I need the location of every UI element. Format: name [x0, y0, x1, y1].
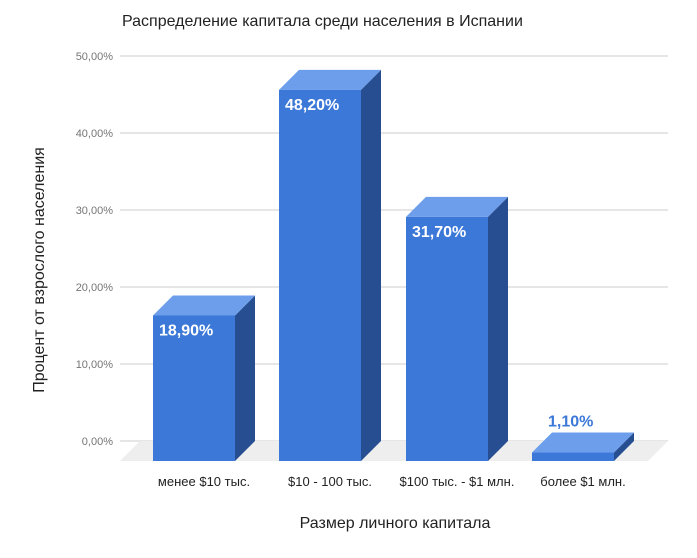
- y-tick-label: 10,00%: [76, 359, 114, 371]
- y-tick-label: 30,00%: [76, 205, 114, 217]
- bar-top: [532, 432, 634, 453]
- bar-side: [488, 196, 508, 461]
- x-axis-label: Размер личного капитала: [300, 515, 491, 532]
- y-tick-label: 40,00%: [76, 128, 114, 140]
- y-tick-label: 0,00%: [82, 436, 113, 448]
- chart-floor: [120, 441, 668, 461]
- bar-top: [279, 69, 381, 90]
- y-tick-label: 20,00%: [76, 282, 114, 294]
- bar-front: [532, 452, 614, 461]
- x-tick-label: $10 - 100 тыс.: [288, 474, 372, 489]
- x-tick-label: $100 тыс. - $1 млн.: [400, 474, 515, 489]
- bars: 18,90% 48,20% 31,70% 1,10%: [153, 69, 634, 462]
- y-tick-label: 50,00%: [76, 51, 114, 63]
- x-tick-label: менее $10 тыс.: [158, 474, 250, 489]
- data-label: 1,10%: [548, 414, 593, 431]
- bar-top: [153, 295, 255, 316]
- bar: 31,70%: [406, 196, 508, 461]
- data-label: 48,20%: [285, 97, 339, 114]
- bar-side: [614, 432, 634, 461]
- bar-front: [153, 315, 235, 461]
- x-axis-ticks: менее $10 тыс. $10 - 100 тыс. $100 тыс. - …: [158, 474, 626, 489]
- x-tick-label: более $1 млн.: [540, 474, 625, 489]
- bar-front: [406, 216, 488, 461]
- data-label: 18,90%: [159, 322, 213, 339]
- y-axis-ticks: 0,00% 10,00% 20,00% 30,00% 40,00% 50,00%: [76, 51, 114, 448]
- bar-front: [279, 89, 361, 462]
- bar-top: [406, 196, 508, 217]
- y-axis-label: Процент от взрослого населения: [31, 147, 48, 393]
- data-label: 31,70%: [412, 224, 466, 241]
- bar: 48,20%: [279, 69, 381, 462]
- chart-title: Распределение капитала среди населения в…: [122, 13, 523, 30]
- bar: 18,90%: [153, 295, 255, 461]
- bar-side: [361, 69, 381, 462]
- bar-side: [235, 295, 255, 461]
- bar: 1,10%: [532, 414, 634, 461]
